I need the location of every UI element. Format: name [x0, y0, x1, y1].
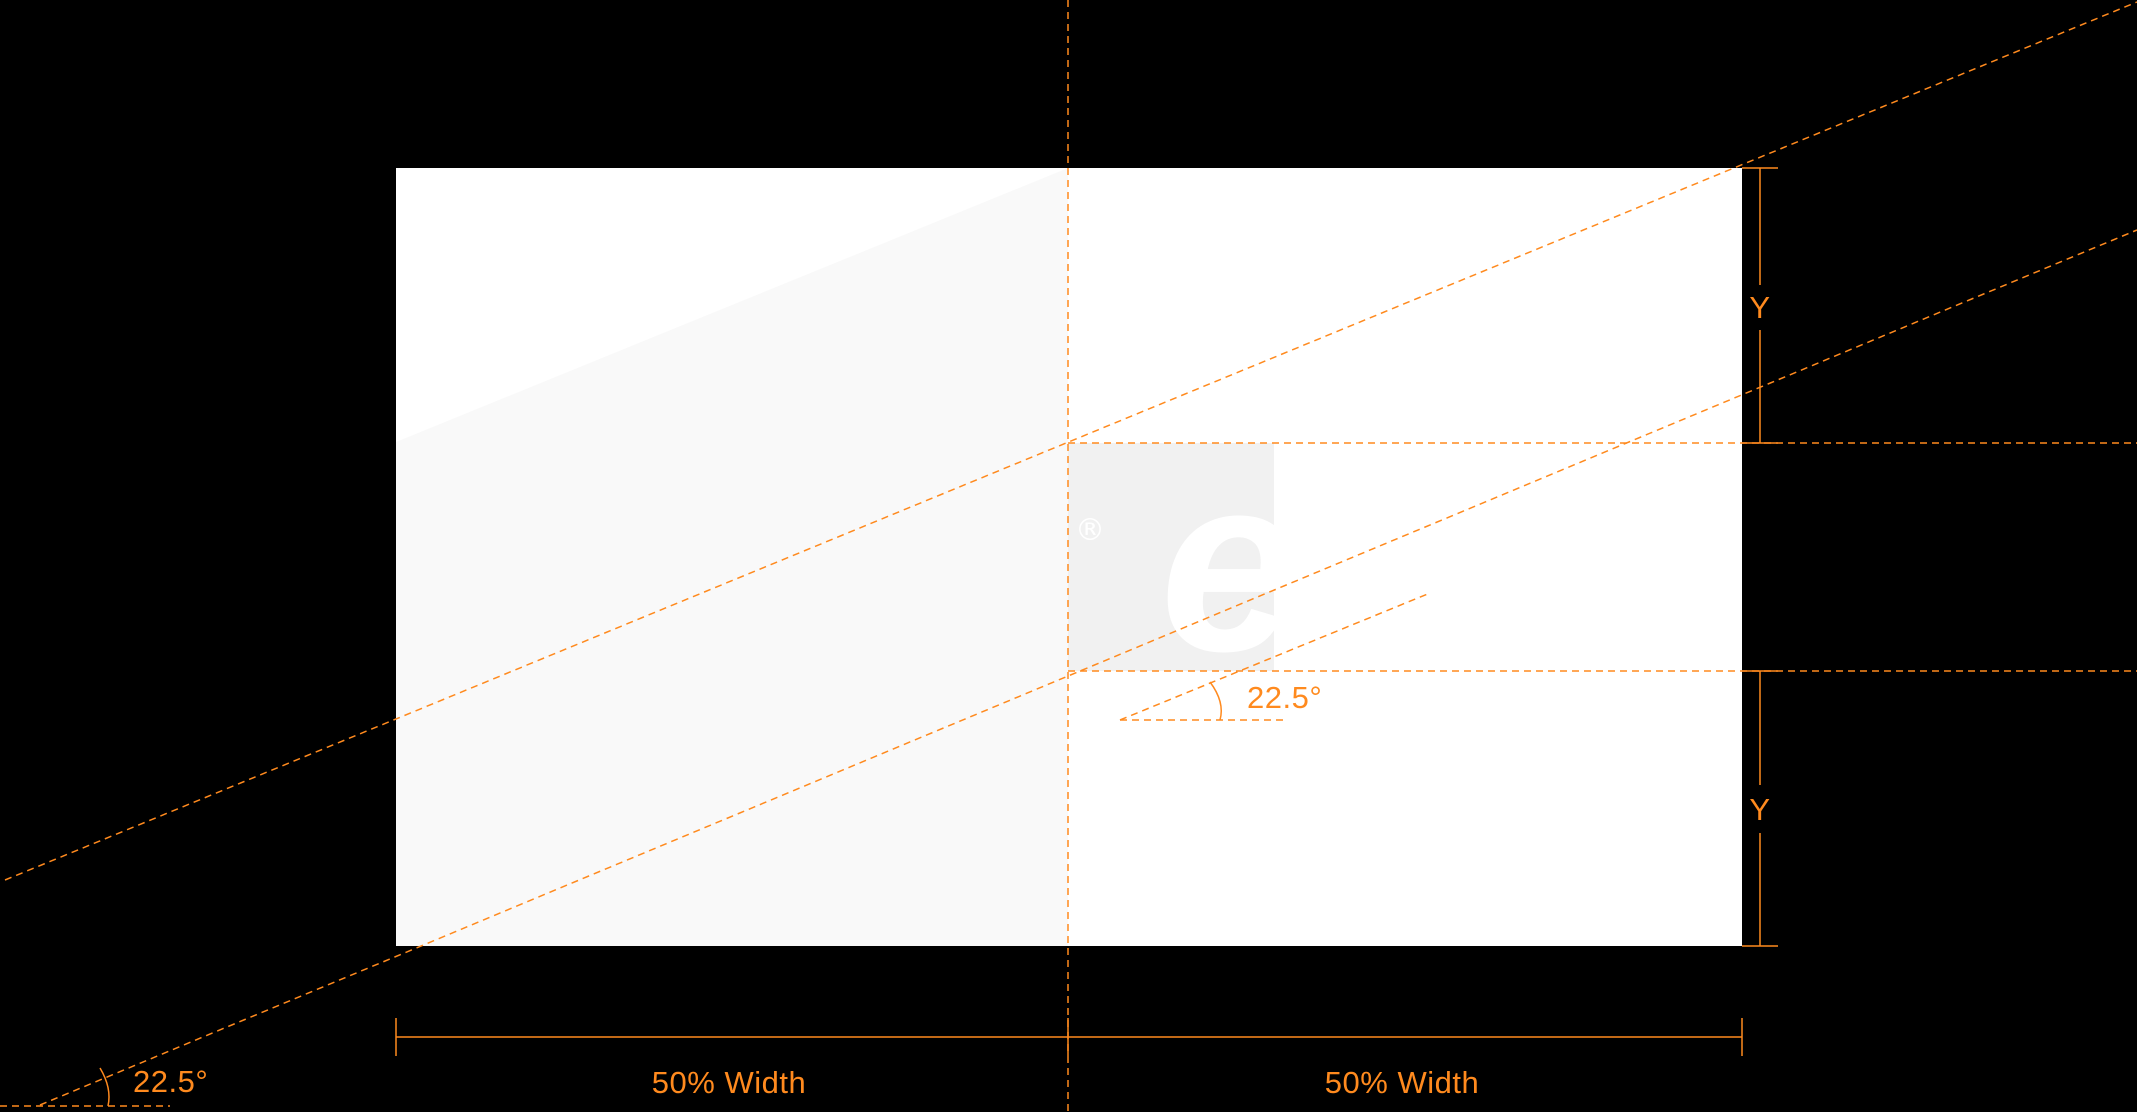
diagonal-guide-upper: [4, 1, 2137, 881]
logo: ee ®: [1068, 424, 1432, 703]
annotation-labels: 22.5° 22.5° Y Y 50% Width 50% Width: [133, 290, 1770, 1100]
outer-angle-label: 22.5°: [133, 1064, 208, 1099]
y-top-label: Y: [1749, 290, 1770, 325]
diagonal-guide-lower: [39, 229, 2137, 1106]
card-shadow-band: [396, 168, 1068, 946]
inner-angle-label: 22.5°: [1247, 680, 1322, 715]
measurement-lines: [99, 167, 1778, 1107]
logo-angle-guide: [1119, 592, 1431, 721]
y-bottom-label: Y: [1749, 792, 1770, 827]
angle-arc-icon: [1209, 681, 1222, 721]
width-left-label: 50% Width: [652, 1065, 806, 1100]
logo-lettermark: ee: [1160, 424, 1410, 703]
registered-mark: ®: [1075, 513, 1105, 548]
angle-arc-icon: [99, 1067, 110, 1107]
width-right-label: 50% Width: [1325, 1065, 1479, 1100]
